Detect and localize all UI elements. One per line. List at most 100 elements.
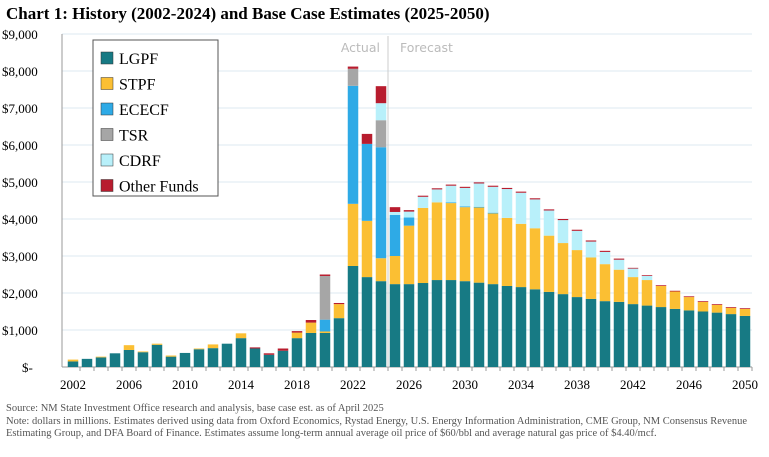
bar-lgpf bbox=[151, 344, 163, 367]
legend-swatch-lgpf bbox=[100, 51, 114, 65]
bar-ececf bbox=[389, 214, 401, 256]
y-tick-label: $4,000 bbox=[2, 212, 38, 227]
bar-cdrf bbox=[445, 185, 457, 203]
bar-stpf bbox=[571, 250, 583, 298]
bar-lgpf bbox=[501, 285, 513, 367]
bar-other-funds bbox=[375, 86, 387, 104]
bar-lgpf bbox=[655, 307, 667, 367]
bar-tsr bbox=[375, 120, 387, 148]
bar-lgpf bbox=[543, 291, 555, 367]
bar-lgpf bbox=[627, 304, 639, 367]
bar-stpf bbox=[487, 213, 499, 285]
x-tick-label: 2030 bbox=[452, 377, 478, 392]
bar-lgpf bbox=[669, 308, 681, 367]
bar-stpf bbox=[515, 223, 527, 288]
bar-stpf bbox=[431, 202, 443, 281]
bar-other-funds bbox=[459, 186, 471, 188]
legend-swatch-stpf bbox=[100, 77, 114, 90]
bar-other-funds bbox=[599, 250, 611, 252]
x-tick-label: 2010 bbox=[172, 377, 198, 392]
bar-lgpf bbox=[333, 318, 345, 367]
bar-cdrf bbox=[375, 103, 387, 121]
bar-lgpf bbox=[347, 265, 359, 367]
bar-other-funds bbox=[529, 198, 541, 200]
bar-other-funds bbox=[305, 320, 317, 323]
bar-other-funds bbox=[333, 302, 345, 305]
chart-title: Chart 1: History (2002-2024) and Base Ca… bbox=[6, 4, 490, 23]
bar-cdrf bbox=[417, 196, 429, 208]
bar-lgpf bbox=[571, 297, 583, 367]
bar-lgpf bbox=[389, 284, 401, 367]
bar-lgpf bbox=[319, 332, 331, 367]
bar-lgpf bbox=[515, 287, 527, 367]
bar-tsr bbox=[319, 275, 331, 320]
bar-lgpf bbox=[431, 280, 443, 367]
bar-other-funds bbox=[347, 66, 359, 69]
bar-stpf bbox=[67, 359, 79, 362]
bar-stpf bbox=[711, 304, 723, 313]
y-tick-label: $- bbox=[22, 360, 33, 375]
bar-stpf bbox=[739, 308, 751, 316]
y-tick-label: $8,000 bbox=[2, 64, 38, 79]
bar-other-funds bbox=[711, 304, 723, 305]
x-tick-label: 2034 bbox=[508, 377, 535, 392]
bar-other-funds bbox=[277, 348, 289, 351]
bar-ececf bbox=[445, 202, 457, 204]
legend-swatch-ececf bbox=[100, 102, 114, 116]
actual-label: Actual bbox=[341, 40, 380, 55]
bar-lgpf bbox=[221, 343, 233, 367]
bar-other-funds bbox=[473, 182, 485, 184]
bar-other-funds bbox=[501, 187, 513, 190]
bar-cdrf bbox=[473, 183, 485, 207]
bar-lgpf bbox=[123, 349, 135, 367]
bar-ececf bbox=[347, 85, 359, 204]
x-tick-label: 2006 bbox=[116, 377, 143, 392]
bar-stpf bbox=[417, 207, 429, 284]
bar-lgpf bbox=[249, 348, 261, 367]
bar-stpf bbox=[655, 285, 667, 308]
bar-lgpf bbox=[711, 312, 723, 367]
bar-lgpf bbox=[585, 298, 597, 367]
x-tick-label: 2018 bbox=[284, 377, 310, 392]
bar-lgpf bbox=[445, 280, 457, 367]
y-tick-label: $1,000 bbox=[2, 323, 38, 338]
bar-lgpf bbox=[165, 356, 177, 367]
x-tick-label: 2002 bbox=[60, 377, 86, 392]
source-note: Source: NM State Investment Office resea… bbox=[6, 403, 384, 414]
bar-ececf bbox=[361, 143, 373, 221]
x-tick-label: 2038 bbox=[564, 377, 590, 392]
bar-stpf bbox=[291, 332, 303, 339]
bar-lgpf bbox=[641, 305, 653, 367]
bar-other-funds bbox=[585, 240, 597, 242]
bar-stpf bbox=[473, 207, 485, 283]
bar-cdrf bbox=[459, 187, 471, 207]
bar-lgpf bbox=[487, 284, 499, 367]
bar-lgpf bbox=[361, 277, 373, 367]
bar-other-funds bbox=[725, 307, 737, 308]
bar-lgpf bbox=[375, 281, 387, 367]
chart-notes: Source: NM State Investment Office resea… bbox=[6, 403, 766, 441]
legend-label: TSR bbox=[119, 128, 149, 145]
forecast-label: Forecast bbox=[400, 40, 453, 55]
bar-lgpf bbox=[109, 353, 121, 367]
x-tick-label: 2042 bbox=[620, 377, 646, 392]
bar-lgpf bbox=[613, 301, 625, 367]
bar-cdrf bbox=[627, 268, 639, 278]
bar-other-funds bbox=[683, 296, 695, 298]
bar-stpf bbox=[459, 207, 471, 282]
legend-label: ECECF bbox=[119, 102, 169, 119]
bar-cdrf bbox=[431, 189, 443, 203]
legend-label: CDRF bbox=[119, 153, 161, 170]
bar-other-funds bbox=[389, 207, 401, 212]
bar-cdrf bbox=[599, 251, 611, 265]
bar-ececf bbox=[487, 212, 499, 214]
bar-ececf bbox=[319, 319, 331, 332]
bar-lgpf bbox=[739, 315, 751, 367]
y-tick-label: $2,000 bbox=[2, 286, 38, 301]
bar-cdrf bbox=[641, 275, 653, 281]
bar-stpf bbox=[389, 256, 401, 285]
bar-lgpf bbox=[529, 289, 541, 367]
bar-lgpf bbox=[459, 281, 471, 367]
bar-other-funds bbox=[515, 191, 527, 193]
bar-stpf bbox=[683, 297, 695, 311]
